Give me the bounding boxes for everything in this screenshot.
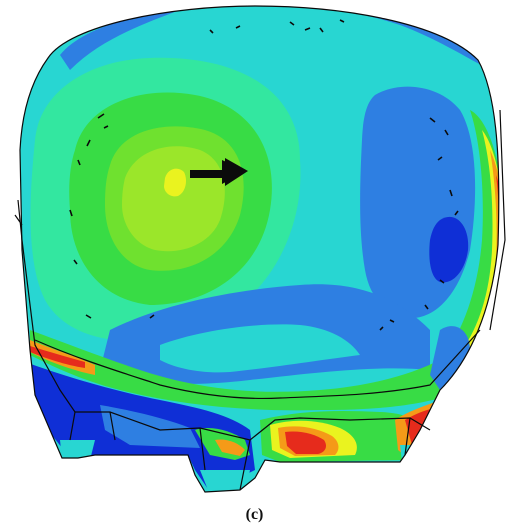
right-dark-blue-patch — [429, 216, 469, 283]
left-yellow-green-region — [122, 146, 225, 252]
peak-yellow-spot — [164, 168, 186, 197]
skull-outline — [14, 5, 506, 493]
mesh-artifact-specks — [69, 19, 459, 331]
lower-green-band — [30, 330, 450, 411]
arrow-icon — [190, 158, 248, 186]
bottom-center-orange-patch — [215, 439, 245, 456]
left-foot-tip — [60, 440, 95, 460]
bottom-right-red-region — [285, 431, 326, 454]
lower-left-red-band — [30, 346, 85, 368]
panel-label: (c) — [245, 506, 264, 523]
middle-cyan-inset — [160, 324, 360, 373]
center-foot-tip — [200, 470, 250, 492]
